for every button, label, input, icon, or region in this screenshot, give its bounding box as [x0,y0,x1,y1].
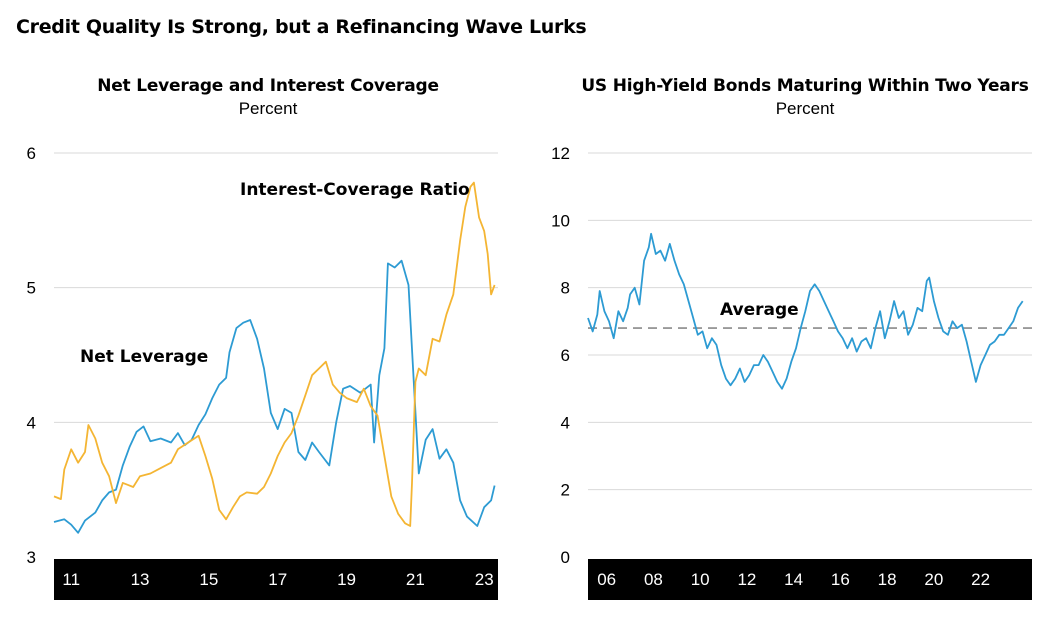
right-y-tick-label: 0 [561,548,570,567]
net-leverage-label: Net Leverage [80,347,208,367]
right-x-tick-label: 16 [831,570,850,589]
right-y-tick-label: 4 [561,413,570,432]
left-y-tick-label: 5 [27,279,36,298]
left-x-tick-label: 19 [337,570,356,589]
left-x-tick-label: 15 [199,570,218,589]
right-y-tick-label: 8 [561,279,570,298]
right-chart-subtitle: Percent [775,99,835,118]
right-x-tick-label: 14 [784,570,803,589]
right-x-tick-label: 18 [878,570,897,589]
page-title: Credit Quality Is Strong, but a Refinanc… [16,16,587,38]
right-x-tick-label: 20 [924,570,943,589]
right-y-tick-label: 10 [551,211,570,230]
average-label: Average [720,300,799,320]
left-y-tick-label: 4 [27,413,36,432]
left-x-tick-label: 21 [406,570,425,589]
right-x-tick-label: 06 [597,570,616,589]
right-y-tick-label: 6 [561,346,570,365]
right-series-line-1 [587,232,1024,390]
left-x-tick-label: 13 [131,570,150,589]
right-chart-title: US High-Yield Bonds Maturing Within Two … [581,76,1029,96]
right-x-tick-label: 08 [644,570,663,589]
left-x-tick-label: 17 [268,570,287,589]
interest-coverage-label: Interest-Coverage Ratio [240,180,470,200]
left-y-tick-label: 6 [27,144,36,163]
right-y-tick-label: 12 [551,144,570,163]
left-series-line-2 [53,181,496,527]
left-chart-subtitle: Percent [238,99,298,118]
right-y-tick-label: 2 [561,481,570,500]
right-x-tick-label: 22 [971,570,990,589]
left-y-tick-label: 3 [27,548,36,567]
right-x-tick-label: 10 [691,570,710,589]
right-x-tick-label: 12 [737,570,756,589]
left-x-tick-label: 23 [475,570,494,589]
left-x-axis-band [54,559,498,600]
left-series-line-1 [53,259,496,534]
right-x-axis-band [588,559,1032,600]
left-x-tick-label: 11 [62,570,80,589]
left-chart-title: Net Leverage and Interest Coverage [97,76,439,96]
